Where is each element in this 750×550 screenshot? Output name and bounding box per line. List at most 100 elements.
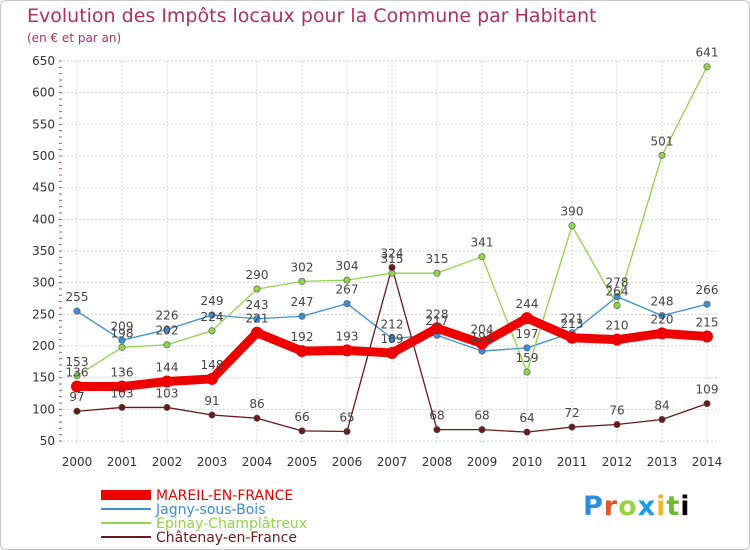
data-label: 220 xyxy=(651,312,674,326)
data-label: 192 xyxy=(471,330,494,344)
data-point xyxy=(523,344,531,352)
data-point xyxy=(341,344,353,357)
data-point xyxy=(703,300,711,308)
data-point xyxy=(298,312,306,320)
data-label: 97 xyxy=(69,390,84,404)
data-label: 248 xyxy=(651,295,674,309)
data-label: 226 xyxy=(156,309,179,323)
data-label: 136 xyxy=(66,366,89,380)
data-point xyxy=(523,368,531,376)
data-label: 228 xyxy=(426,307,449,321)
data-point xyxy=(118,343,126,351)
data-point xyxy=(163,341,171,349)
x-tick-label: 2007 xyxy=(377,455,408,469)
data-label: 302 xyxy=(291,260,314,274)
y-tick-label: 50 xyxy=(40,434,55,448)
data-label: 103 xyxy=(111,386,134,400)
data-label: 193 xyxy=(336,329,359,343)
data-label: 65 xyxy=(339,411,354,425)
data-point xyxy=(388,334,396,342)
data-label: 501 xyxy=(651,134,674,148)
y-tick-label: 350 xyxy=(32,244,55,258)
data-point xyxy=(476,337,488,350)
data-point xyxy=(73,407,81,415)
data-label: 68 xyxy=(474,409,489,423)
data-point xyxy=(431,322,443,335)
data-point xyxy=(703,63,711,71)
data-point xyxy=(163,326,171,334)
data-point xyxy=(566,331,578,344)
data-point xyxy=(523,428,531,436)
y-tick-label: 200 xyxy=(32,339,55,353)
legend-label: Epinay-Champlâtreux xyxy=(156,516,307,532)
data-point xyxy=(208,327,216,335)
data-point xyxy=(343,300,351,308)
data-point xyxy=(253,285,261,293)
data-label: 390 xyxy=(561,205,584,219)
data-label: 221 xyxy=(246,312,269,326)
logo-letter: o xyxy=(618,491,638,522)
data-label: 221 xyxy=(561,312,584,326)
data-point xyxy=(206,372,218,385)
data-label: 224 xyxy=(201,310,224,324)
data-point xyxy=(478,253,486,261)
x-tick-label: 2003 xyxy=(197,455,228,469)
logo-letter: i xyxy=(680,491,691,522)
y-tick-label: 600 xyxy=(32,86,55,100)
y-tick-label: 450 xyxy=(32,181,55,195)
axes: 50 100 150 200 250 300 350 400 450 500 550 600 650 20… xyxy=(32,54,722,469)
data-label: 103 xyxy=(156,386,179,400)
data-label: 267 xyxy=(336,283,359,297)
logo-letter: t xyxy=(666,491,681,522)
x-tick-label: 2004 xyxy=(242,455,273,469)
data-point xyxy=(433,426,441,434)
y-tick-label: 650 xyxy=(32,54,55,68)
data-label: 324 xyxy=(381,246,404,260)
data-label: 86 xyxy=(249,397,264,411)
data-label: 213 xyxy=(561,317,584,331)
data-point xyxy=(73,307,81,315)
data-point xyxy=(298,277,306,285)
data-point xyxy=(433,269,441,277)
legend-label: MAREIL-EN-FRANCE xyxy=(156,488,293,504)
y-tick-label: 300 xyxy=(32,276,55,290)
data-label: 144 xyxy=(156,360,179,374)
data-label: 249 xyxy=(201,294,224,308)
x-tick-label: 2014 xyxy=(692,455,723,469)
y-tick-label: 550 xyxy=(32,117,55,131)
data-label: 76 xyxy=(609,404,624,418)
x-tick-label: 2012 xyxy=(602,455,633,469)
data-point xyxy=(298,427,306,435)
data-point xyxy=(208,411,216,419)
x-tick-label: 2001 xyxy=(107,455,138,469)
data-label: 210 xyxy=(606,319,629,333)
data-point xyxy=(568,423,576,431)
y-tick-label: 100 xyxy=(32,402,55,416)
data-label: 315 xyxy=(381,252,404,266)
data-point xyxy=(251,326,263,339)
data-label: 243 xyxy=(246,298,269,312)
data-label: 244 xyxy=(516,297,539,311)
data-label: 84 xyxy=(654,398,669,412)
data-label: 91 xyxy=(204,394,219,408)
data-label: 72 xyxy=(564,406,579,420)
x-tick-label: 2000 xyxy=(62,455,93,469)
data-point xyxy=(703,400,711,408)
x-tick-label: 2005 xyxy=(287,455,318,469)
data-label: 209 xyxy=(111,319,134,333)
logo-letter: x xyxy=(637,491,657,522)
y-tick-label: 500 xyxy=(32,149,55,163)
data-point xyxy=(71,380,83,393)
data-point xyxy=(656,327,668,340)
y-tick-label: 400 xyxy=(32,212,55,226)
x-tick-label: 2008 xyxy=(422,455,453,469)
data-label: 278 xyxy=(606,276,629,290)
data-label: 264 xyxy=(606,284,629,298)
x-tick-label: 2011 xyxy=(557,455,588,469)
data-point xyxy=(658,151,666,159)
data-label: 290 xyxy=(246,268,269,282)
data-point xyxy=(613,421,621,429)
